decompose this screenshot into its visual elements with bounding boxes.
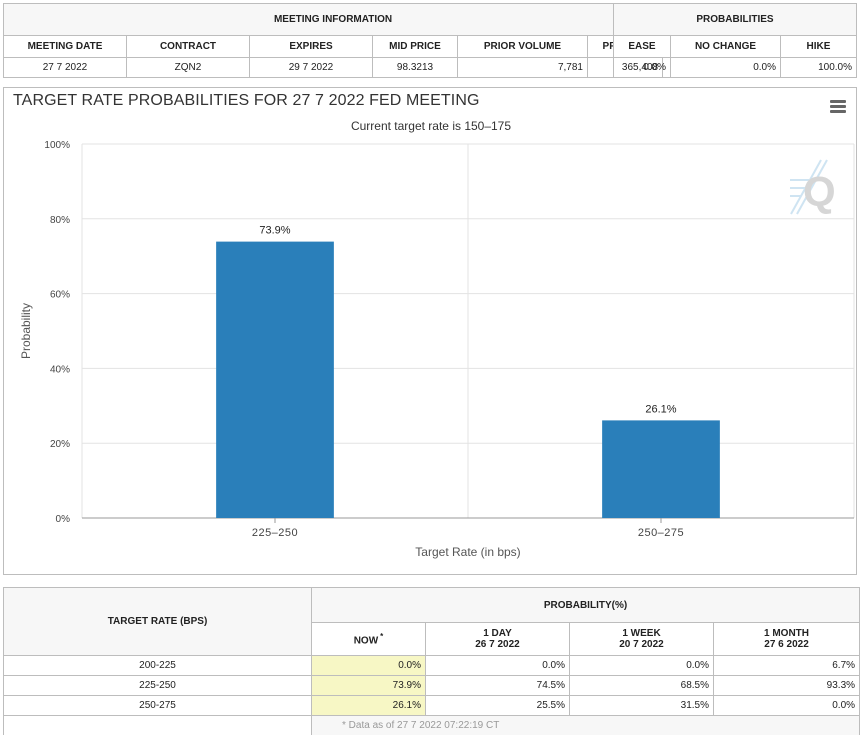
y-tick-label: 80% [50, 215, 70, 226]
one-month-header: 1 MONTH 27 6 2022 [712, 622, 861, 656]
header-no-change: NO CHANGE [670, 35, 781, 58]
probabilities-table: PROBABILITIES EASE NO CHANGE HIKE 0.0% 0… [613, 3, 857, 78]
chart-title: TARGET RATE PROBABILITIES FOR 27 7 2022 … [13, 92, 480, 109]
svg-text:Q: Q [803, 168, 836, 215]
x-tick-label: 225–250 [252, 527, 298, 539]
probabilities-title: PROBABILITIES [613, 3, 857, 36]
now-cell: 26.1% [311, 695, 426, 716]
data-timestamp-footnote: * Data as of 27 7 2022 07:22:19 CT [310, 715, 861, 735]
chart-subtitle: Current target rate is 150–175 [350, 119, 512, 133]
target-rate-header: TARGET RATE (BPS) [3, 587, 312, 656]
header-ease: EASE [613, 35, 671, 58]
header-meeting-date: MEETING DATE [3, 35, 127, 58]
table-row: 250-275 26.1% 25.5% 31.5% 0.0% [3, 695, 861, 716]
hike-value: 100.0% [780, 57, 857, 78]
week-cell: 0.0% [569, 655, 714, 676]
mid-price-value: 98.3213 [372, 57, 458, 78]
month-cell: 93.3% [712, 675, 861, 696]
one-week-header: 1 WEEK 20 7 2022 [569, 622, 714, 656]
header-hike: HIKE [780, 35, 857, 58]
now-header: NOW * [311, 622, 426, 656]
y-tick-label: 100% [44, 140, 70, 151]
y-tick-label: 40% [50, 364, 70, 375]
quikstrike-watermark-icon: Q [790, 159, 836, 215]
meeting-information-table: MEETING INFORMATION MEETING DATE CONTRAC… [2, 3, 664, 78]
bar [216, 241, 334, 518]
now-cell: 73.9% [311, 675, 426, 696]
table-row: 225-250 73.9% 74.5% 68.5% 93.3% [3, 675, 861, 696]
x-axis-title: Target Rate (in bps) [415, 545, 520, 559]
header-expires: EXPIRES [249, 35, 373, 58]
header-contract: CONTRACT [126, 35, 250, 58]
month-cell: 6.7% [712, 655, 861, 676]
bar [602, 420, 720, 518]
meeting-information-title: MEETING INFORMATION [2, 3, 664, 36]
chart-menu-icon[interactable] [830, 100, 846, 113]
now-cell: 0.0% [311, 655, 426, 676]
week-cell: 31.5% [569, 695, 714, 716]
rate-cell: 200-225 [3, 655, 312, 676]
y-tick-label: 20% [50, 439, 70, 450]
rate-cell: 250-275 [3, 695, 312, 716]
target-rate-table: TARGET RATE (BPS) PROBABILITY(%) NOW * 1 … [3, 587, 861, 735]
day-cell: 74.5% [425, 675, 570, 696]
y-tick-label: 60% [50, 290, 70, 301]
bar-data-label: 73.9% [259, 225, 290, 237]
bar-data-label: 26.1% [645, 403, 676, 415]
y-tick-label: 0% [56, 514, 71, 525]
meeting-date-value: 27 7 2022 [3, 57, 127, 78]
header-mid-price: MID PRICE [372, 35, 458, 58]
rate-cell: 225-250 [3, 675, 312, 696]
ease-value: 0.0% [613, 57, 671, 78]
week-cell: 68.5% [569, 675, 714, 696]
prior-volume-value: 7,781 [457, 57, 588, 78]
month-cell: 0.0% [712, 695, 861, 716]
day-cell: 25.5% [425, 695, 570, 716]
probability-group-header: PROBABILITY(%) [310, 587, 861, 623]
bar-chart: 0% 20% 40% 60% 80% 100% 73.9% 225–250 26.1% 250–2… [19, 140, 855, 559]
no-change-value: 0.0% [670, 57, 781, 78]
day-cell: 0.0% [425, 655, 570, 676]
one-day-header: 1 DAY 26 7 2022 [425, 622, 570, 656]
y-axis-title: Probability [19, 303, 33, 359]
table-row: 200-225 0.0% 0.0% 0.0% 6.7% [3, 655, 861, 676]
contract-value: ZQN2 [126, 57, 250, 78]
x-tick-label: 250–275 [638, 527, 684, 539]
chart-panel: 0% 20% 40% 60% 80% 100% 73.9% 225–250 26.1% 250–2… [3, 87, 857, 575]
header-prior-volume: PRIOR VOLUME [457, 35, 588, 58]
expires-value: 29 7 2022 [249, 57, 373, 78]
